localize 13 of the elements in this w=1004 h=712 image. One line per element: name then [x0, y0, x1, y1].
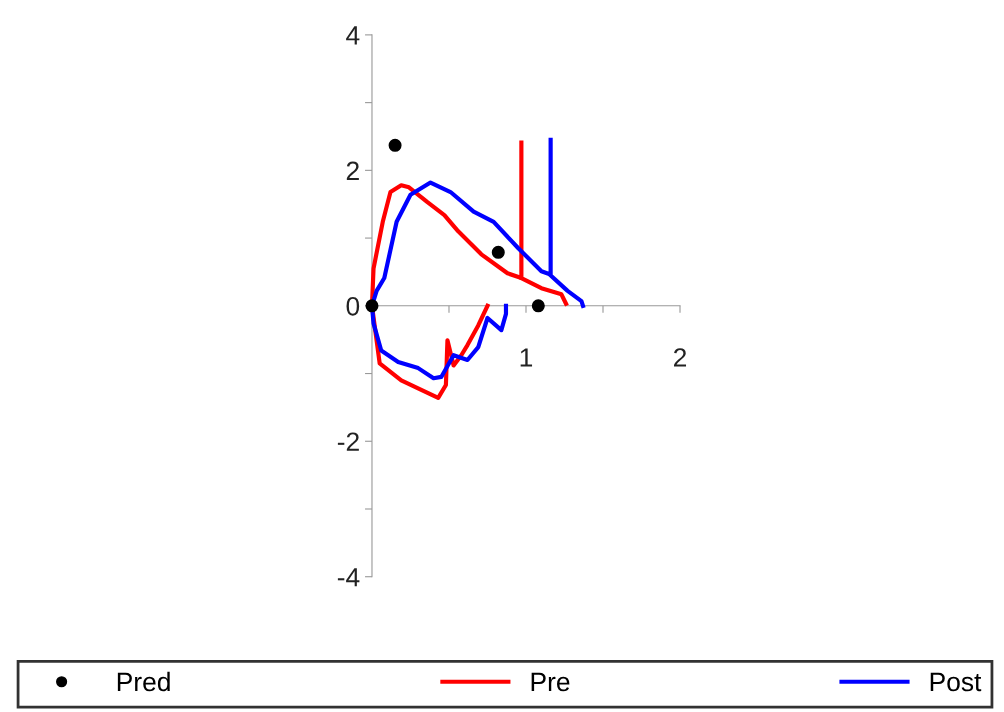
point [491, 245, 505, 259]
legend-label: Pred [117, 671, 170, 692]
legend-label: Pre [531, 672, 570, 692]
y-tick-label: -4 [337, 568, 360, 587]
y-tick-label: 2 [346, 161, 359, 180]
y-tick-label: 0 [346, 296, 360, 316]
point [388, 138, 402, 152]
y-tick-label: 4 [346, 26, 360, 45]
y-tick-label: -2 [337, 432, 359, 451]
point [365, 299, 379, 313]
x-tick-label: 1 [520, 348, 533, 367]
legend-label: Post [930, 672, 982, 692]
point [531, 299, 545, 313]
